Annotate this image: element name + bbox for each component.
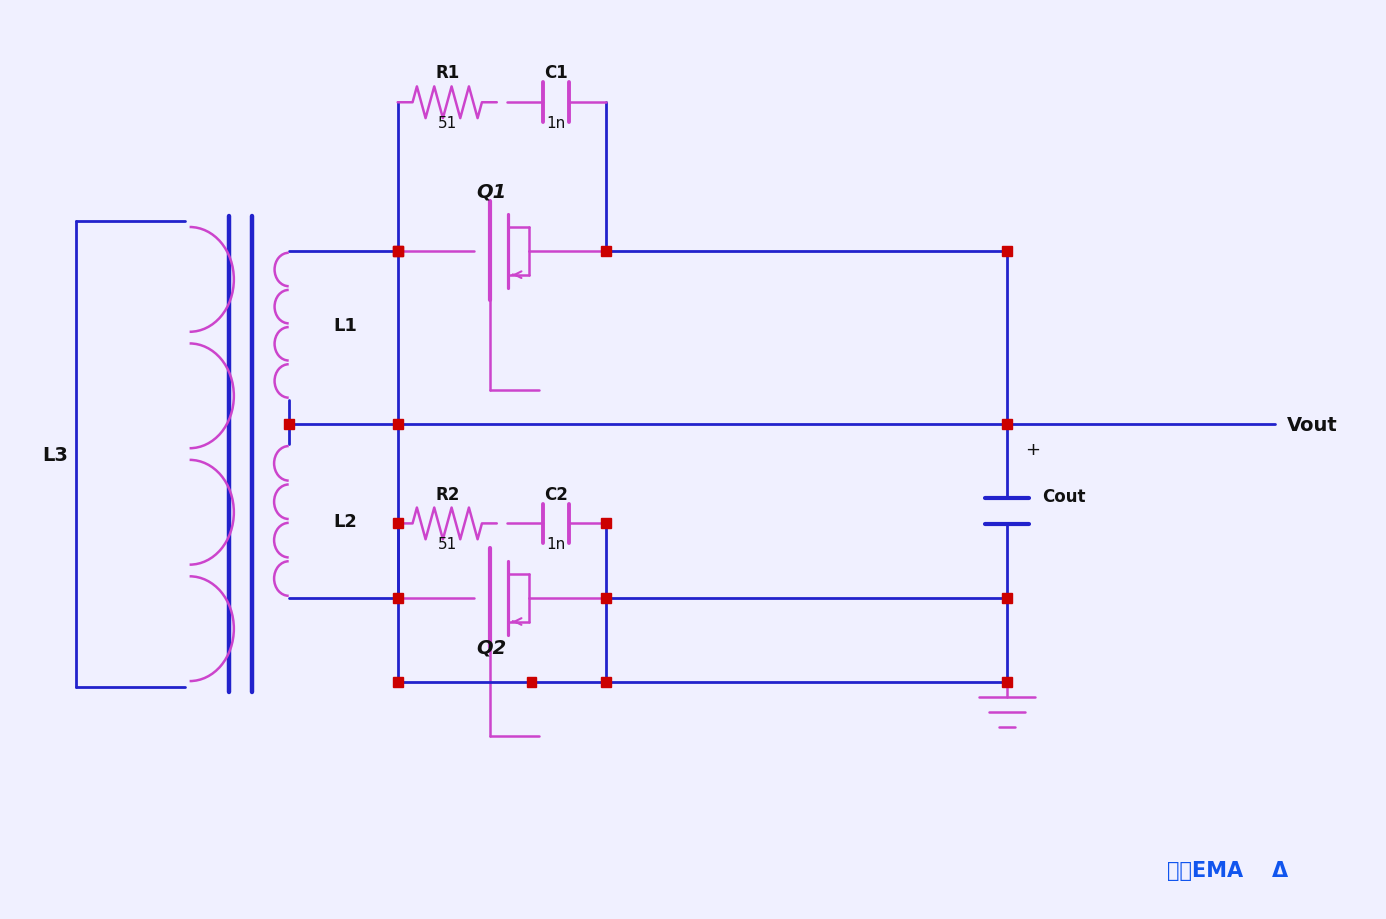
Text: L2: L2 — [333, 513, 358, 530]
Bar — [392, 519, 403, 528]
Bar — [284, 420, 294, 430]
Text: Q2: Q2 — [477, 638, 507, 656]
Text: Q1: Q1 — [477, 182, 507, 201]
Bar — [392, 246, 403, 256]
Bar — [602, 677, 611, 687]
Text: C1: C1 — [545, 64, 568, 83]
Bar — [1002, 420, 1012, 430]
Bar — [527, 677, 536, 687]
Text: L3: L3 — [42, 445, 68, 464]
Bar — [602, 246, 611, 256]
Bar — [392, 420, 403, 430]
Text: 百芯EMA: 百芯EMA — [1167, 860, 1243, 880]
Bar — [1002, 246, 1012, 256]
Text: R1: R1 — [435, 64, 459, 83]
Text: 51: 51 — [438, 116, 457, 130]
Bar — [392, 677, 403, 687]
Bar — [602, 519, 611, 528]
Text: Δ: Δ — [1271, 860, 1288, 880]
Text: 1n: 1n — [546, 537, 565, 551]
Text: L1: L1 — [333, 317, 358, 335]
Text: 1n: 1n — [546, 116, 565, 130]
Bar — [602, 593, 611, 603]
Text: 51: 51 — [438, 537, 457, 551]
Bar — [1002, 593, 1012, 603]
Bar — [1002, 677, 1012, 687]
Text: R2: R2 — [435, 485, 459, 503]
Text: Vout: Vout — [1286, 415, 1337, 435]
Text: Cout: Cout — [1042, 488, 1085, 505]
Bar — [392, 246, 403, 256]
Text: +: + — [1026, 440, 1040, 459]
Bar — [392, 593, 403, 603]
Text: C2: C2 — [545, 485, 568, 503]
